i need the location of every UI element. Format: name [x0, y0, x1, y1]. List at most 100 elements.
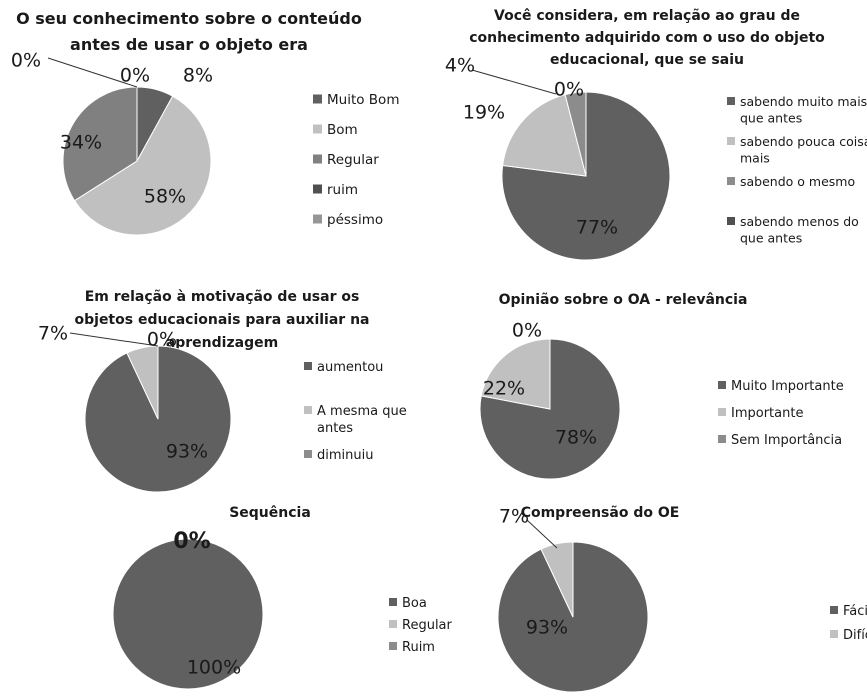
data-label: 0%	[147, 329, 177, 351]
legend-label: péssimo	[327, 212, 383, 228]
legend-label-line: péssimo	[327, 212, 383, 228]
data-label: 0%	[173, 529, 210, 554]
legend-label-line: Importante	[731, 406, 803, 421]
legend-swatch	[727, 177, 735, 185]
chart-title: Opinião sobre o OA - relevância	[499, 292, 748, 308]
leader-line	[47, 57, 138, 88]
data-label: 0%	[11, 50, 41, 72]
pie-slice	[112, 538, 264, 690]
data-label: 7%	[38, 323, 68, 345]
pie-slice	[480, 338, 551, 410]
legend-label: A mesma que antes	[317, 404, 407, 436]
chart-title-line: educacional, que se saiu	[550, 52, 744, 68]
data-label: 4%	[445, 55, 475, 77]
legend-label: sabendo menos do que antes	[740, 214, 859, 246]
legend-swatch	[727, 97, 735, 105]
chart-title-line: Sequência	[229, 505, 311, 521]
legend-label: ruim	[327, 182, 358, 198]
data-label: 93%	[166, 441, 208, 463]
legend: aumentou A mesma que antes diminuiu	[304, 360, 407, 463]
legend-swatch	[304, 450, 312, 458]
legend-label-line: ruim	[327, 182, 358, 198]
legend: Boa Regular Ruim	[389, 596, 453, 655]
chart-title: Você considera, em relação ao grau de con…	[469, 8, 825, 68]
legend-label: Difícil	[843, 628, 867, 643]
legend-label: Muito Bom	[327, 92, 399, 108]
chart-title-line: aprendizagem	[166, 335, 278, 351]
legend-label: Regular	[327, 152, 379, 168]
legend-swatch	[313, 124, 322, 134]
legend-swatch	[389, 642, 397, 650]
chart-title: Sequência	[229, 505, 311, 521]
leader-line	[69, 332, 159, 347]
legend: Muito Importante Importante Sem Importânci…	[718, 379, 844, 448]
legend-label: Ruim	[402, 640, 435, 655]
chart-title-line: antes de usar o objeto era	[70, 35, 308, 54]
data-label: 100%	[187, 657, 241, 679]
legend-swatch	[389, 598, 397, 606]
legend-label-line: que antes	[740, 110, 802, 125]
chart-title-line: conhecimento adquirido com o uso do obje…	[469, 30, 825, 46]
pie-slice	[564, 91, 587, 177]
chart-title-line: Compreensão do OE	[521, 505, 680, 521]
chart-title-line: Opinião sobre o OA - relevância	[499, 292, 748, 308]
legend-swatch	[830, 606, 838, 614]
legend-label-line: antes	[317, 421, 353, 436]
legend-label-line: sabendo pouca coisa	[740, 134, 867, 149]
data-label: 19%	[463, 102, 505, 124]
data-label: 8%	[183, 65, 213, 87]
legend-swatch	[313, 184, 322, 194]
legend-label: Regular	[402, 618, 453, 633]
legend-label-line: sabendo o mesmo	[740, 174, 855, 189]
chart-title-line: O seu conhecimento sobre o conteúdo	[16, 9, 362, 28]
data-label: 0%	[120, 65, 150, 87]
pie-chart-5: Sequência 100% 0% Boa Regular Ruim	[112, 505, 453, 690]
legend-swatch	[727, 217, 735, 225]
data-label: 0%	[554, 79, 584, 101]
pie-chart-6: Compreensão do OE 93% 7% Fácil Difícil	[497, 505, 867, 693]
pie-chart-2: Você considera, em relação ao grau de con…	[445, 8, 867, 261]
legend-label-line: Sem Importância	[731, 433, 842, 448]
legend-label: Bom	[327, 122, 358, 138]
legend-label: diminuiu	[317, 448, 373, 463]
data-label: 77%	[576, 217, 618, 239]
legend-label: aumentou	[317, 360, 383, 375]
data-label: 58%	[144, 186, 186, 208]
legend-label-line: sabendo muito mais	[740, 94, 867, 109]
legend-label-line: que antes	[740, 230, 802, 245]
chart-title: Em relação à motivação de usar os objetos…	[75, 289, 370, 351]
leader-line	[471, 69, 557, 95]
legend-swatch	[718, 408, 726, 416]
legend-label-line: Regular	[402, 618, 453, 633]
legend-label: Muito Importante	[731, 379, 844, 394]
pie-chart-1: O seu conhecimento sobre o conteúdo antes…	[11, 9, 399, 236]
legend-label-line: Difícil	[843, 628, 867, 643]
legend-swatch	[304, 406, 312, 414]
data-label: 93%	[526, 617, 568, 639]
chart-title-line: Você considera, em relação ao grau de	[494, 8, 800, 24]
legend-label: Boa	[402, 596, 427, 611]
legend-label-line: diminuiu	[317, 448, 373, 463]
legend-label-line: mais	[740, 150, 770, 165]
legend-swatch	[718, 435, 726, 443]
chart-title: O seu conhecimento sobre o conteúdo antes…	[16, 9, 362, 54]
pie-chart-3: Em relação à motivação de usar os objetos…	[38, 289, 407, 493]
pie-slice	[62, 86, 138, 202]
legend-swatch	[727, 137, 735, 145]
legend: Muito Bom Bom Regular ruim péssimo	[313, 92, 399, 228]
legend-swatch	[718, 381, 726, 389]
legend-label: sabendo o mesmo	[740, 174, 855, 189]
legend-label-line: Regular	[327, 152, 379, 168]
legend-label: Fácil	[843, 604, 867, 619]
legend-label-line: Fácil	[843, 604, 867, 619]
legend-label: sabendo pouca coisa mais	[740, 134, 867, 166]
legend-swatch	[304, 362, 312, 370]
legend-label: Sem Importância	[731, 433, 842, 448]
legend-swatch	[313, 154, 322, 164]
legend-label-line: Boa	[402, 596, 427, 611]
chart-title: Compreensão do OE	[521, 505, 680, 521]
chart-title-line: Em relação à motivação de usar os	[85, 289, 360, 305]
legend-swatch	[389, 620, 397, 628]
pie-chart-4: Opinião sobre o OA - relevância 78% 22% 0% M…	[479, 292, 844, 480]
